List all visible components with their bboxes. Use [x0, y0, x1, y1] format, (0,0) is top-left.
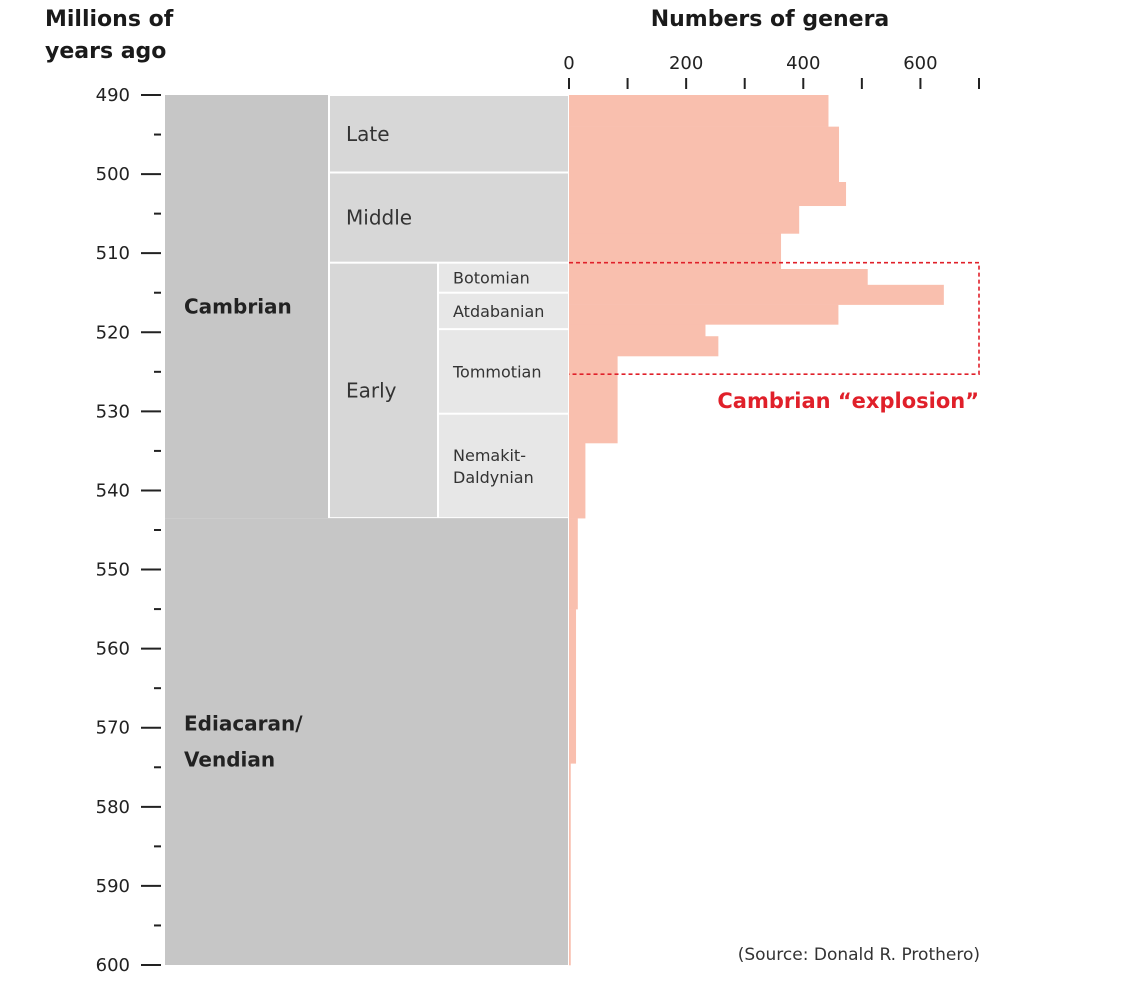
genera-bar-3 — [569, 205, 800, 234]
epoch-block-middle — [330, 173, 568, 262]
epoch-block-early — [330, 263, 437, 518]
period-block-ediacaran-vendian — [165, 518, 568, 965]
stage-label-tommotian: Tommotian — [452, 362, 541, 381]
genera-bar-5 — [569, 269, 868, 286]
y-tick-label-500: 500 — [96, 164, 130, 185]
period-label-cambrian: Cambrian — [184, 295, 292, 319]
period-block-cambrian — [165, 95, 328, 519]
genera-bar-12 — [569, 518, 578, 610]
y-tick-label-530: 530 — [96, 401, 130, 422]
explosion-bracket — [569, 261, 980, 375]
stage-column: Botomian Atdabanian Tommotian Nemakit-Daldy… — [439, 263, 568, 518]
genera-bar-1 — [569, 126, 840, 183]
genera-bar-2 — [569, 182, 847, 207]
genera-bar-8 — [569, 324, 706, 337]
epoch-label-middle: Middle — [346, 206, 412, 230]
y-tick-label-540: 540 — [96, 480, 130, 501]
y-tick-label-580: 580 — [96, 797, 130, 818]
genera-bar-0 — [569, 95, 829, 127]
stage-block-atdabanian — [439, 293, 568, 329]
explosion-annotation: Cambrian “explosion” — [569, 261, 980, 413]
stage-block-nemakit-daldynian — [439, 414, 568, 518]
genera-bar-4 — [569, 233, 782, 270]
genera-bar-14 — [569, 763, 571, 966]
y-tick-label-590: 590 — [96, 876, 130, 897]
genera-bar-9 — [569, 336, 719, 357]
y-axis-title-line2: years ago — [45, 39, 166, 64]
y-tick-label-560: 560 — [96, 639, 130, 660]
y-axis: 490 500 510 520 530 540 550 560 570 580 590 600 — [96, 85, 161, 976]
genera-bar-13 — [569, 609, 577, 764]
source-note: (Source: Donald R. Prothero) — [738, 945, 980, 965]
y-tick-label-600: 600 — [96, 955, 130, 976]
genera-bar-6 — [569, 284, 944, 305]
genera-bar-7 — [569, 304, 839, 325]
x-tick-label-600: 600 — [903, 53, 937, 74]
stage-block-tommotian — [439, 330, 568, 413]
stage-label-botomian: Botomian — [453, 269, 530, 288]
y-tick-label-490: 490 — [96, 85, 130, 106]
epoch-column: Late Middle Early — [330, 96, 568, 518]
epoch-label-early: Early — [346, 378, 397, 402]
x-tick-label-200: 200 — [669, 53, 703, 74]
epoch-block-late — [330, 96, 568, 172]
y-tick-label-510: 510 — [96, 243, 130, 264]
x-axis: 0 200 400 600 — [563, 53, 980, 89]
y-axis-title-line1: Millions of — [45, 7, 174, 32]
y-tick-label-550: 550 — [96, 560, 130, 581]
genera-bars — [569, 95, 944, 966]
stage-label-nemakit-daldynian: Nemakit-Daldynian — [453, 446, 534, 487]
period-column: Cambrian Ediacaran/Vendian — [165, 95, 568, 965]
stage-block-botomian — [439, 263, 568, 292]
genera-bar-10 — [569, 356, 618, 444]
epoch-label-late: Late — [346, 122, 390, 146]
x-axis-title: Numbers of genera — [651, 7, 890, 32]
y-tick-label-570: 570 — [96, 718, 130, 739]
genera-bar-11 — [569, 443, 586, 519]
explosion-label: Cambrian “explosion” — [717, 389, 979, 413]
stage-label-atdabanian: Atdabanian — [453, 302, 544, 321]
x-tick-label-0: 0 — [563, 53, 574, 74]
y-tick-label-520: 520 — [96, 322, 130, 343]
period-label-ediacaran-vendian: Ediacaran/Vendian — [184, 712, 303, 772]
x-tick-label-400: 400 — [786, 53, 820, 74]
